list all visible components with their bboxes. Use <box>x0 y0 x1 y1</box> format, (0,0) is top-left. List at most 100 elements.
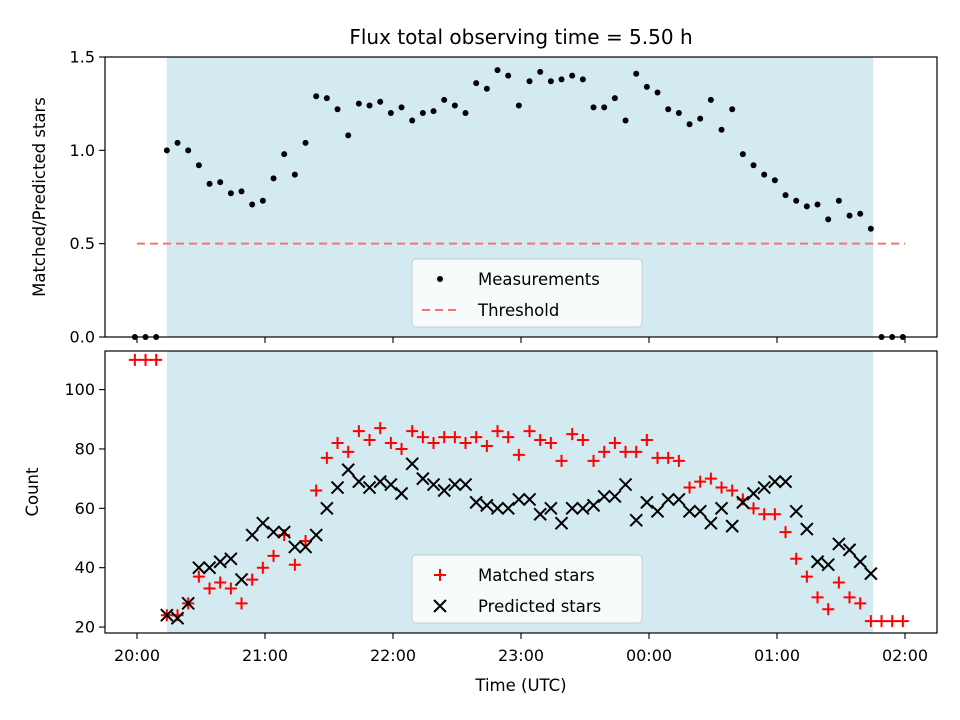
bottom-y-axis-label: Count <box>23 467 42 517</box>
predicted-star-point <box>352 474 366 489</box>
predicted-star-point <box>800 522 814 536</box>
matched-star-point <box>886 615 899 628</box>
predicted-star-point <box>810 555 825 569</box>
matched-star-point <box>128 353 141 366</box>
predicted-star-point <box>778 474 793 489</box>
predicted-star-point <box>853 555 867 569</box>
matched-star-point <box>672 454 685 467</box>
predicted-star-point <box>384 477 398 492</box>
predicted-star-point <box>746 486 761 501</box>
predicted-star-point <box>522 492 537 507</box>
matched-star-point <box>310 484 323 497</box>
predicted-star-point <box>682 504 697 519</box>
matched-star-point <box>342 445 355 458</box>
matched-star-point <box>395 442 408 455</box>
predicted-star-point <box>266 525 281 539</box>
predicted-star-point <box>448 477 462 492</box>
predicted-star-point <box>640 495 654 510</box>
predicted-star-point <box>608 489 622 504</box>
matched-star-point <box>480 439 493 452</box>
predicted-star-point <box>320 501 334 516</box>
matched-star-point <box>331 437 344 450</box>
measurement-point <box>622 117 629 124</box>
predicted-star-point <box>533 507 547 521</box>
measurement-point <box>601 104 608 111</box>
matched-star-point <box>139 353 152 366</box>
matched-star-point <box>576 434 589 447</box>
predicted-star-point <box>373 474 387 489</box>
predicted-star-point <box>394 486 409 501</box>
predicted-star-point <box>202 560 217 575</box>
matched-star-point <box>523 425 536 438</box>
predicted-star-point <box>565 501 579 516</box>
matched-star-point <box>288 558 301 571</box>
predicted-star-point <box>426 477 441 492</box>
matched-star-point <box>726 484 739 497</box>
top-y-ticks: 0.0 0.5 1.0 1.5 <box>70 48 105 347</box>
matched-star-point <box>203 582 216 595</box>
x-tick-label: 02:00 <box>882 646 928 665</box>
measurement-point <box>835 197 842 204</box>
matched-star-point <box>843 591 856 604</box>
measurement-point <box>174 139 181 146</box>
predicted-star-point <box>618 477 633 492</box>
matched-star-point <box>747 502 760 515</box>
predicted-star-point <box>650 504 665 519</box>
y-tick-label: 1.5 <box>70 48 95 67</box>
predicted-star-point <box>245 528 259 542</box>
measurement-point <box>750 162 757 169</box>
measurement-point <box>857 210 864 217</box>
measurement-point <box>291 171 298 178</box>
measurement-point <box>366 102 373 109</box>
measurement-point <box>451 102 458 109</box>
measurement-point <box>665 106 672 113</box>
predicted-star-point <box>757 480 771 495</box>
matched-star-point <box>651 451 664 464</box>
predicted-star-point <box>629 513 643 527</box>
measurement-point <box>686 121 693 128</box>
predicted-star-point <box>864 566 878 581</box>
measurement-point <box>313 93 320 100</box>
matched-star-point <box>459 437 472 450</box>
predicted-star-point <box>597 489 611 504</box>
measurement-point <box>249 201 256 208</box>
x-tick-label: 20:00 <box>114 646 160 665</box>
bottom-legend: Matched stars Predicted stars <box>411 554 643 624</box>
measurement-point <box>707 96 714 103</box>
predicted-star-point <box>416 471 430 486</box>
predicted-star-point <box>192 560 206 575</box>
predicted-star-point <box>437 483 451 498</box>
measurement-point <box>505 72 512 79</box>
legend-box <box>411 554 643 624</box>
matched-star-point <box>491 425 504 438</box>
matched-star-point <box>267 549 280 562</box>
matched-star-point <box>448 431 461 444</box>
measurement-point <box>558 76 565 83</box>
predicted-star-point <box>213 555 227 569</box>
matched-star-point <box>502 431 515 444</box>
matched-star-point <box>683 481 696 494</box>
measurement-point <box>814 201 821 208</box>
predicted-star-point <box>661 492 675 507</box>
measurement-point <box>579 76 586 83</box>
matched-star-point <box>534 434 547 447</box>
predicted-star-point <box>256 516 270 530</box>
predicted-star-point <box>160 608 174 622</box>
predicted-star-point <box>480 498 494 513</box>
measurement-point <box>803 203 810 210</box>
measurement-point <box>654 89 661 96</box>
y-tick-label: 0.0 <box>70 328 95 347</box>
matched-star-point <box>352 425 365 438</box>
matched-star-point <box>662 451 675 464</box>
measurement-point <box>355 100 362 107</box>
top-legend: Measurements Threshold <box>411 258 643 328</box>
predicted-star-point <box>277 525 291 539</box>
matched-star-point <box>384 437 397 450</box>
legend-label: Measurements <box>478 270 600 289</box>
matched-star-point <box>438 431 451 444</box>
predicted-star-point <box>170 611 185 625</box>
matched-star-point <box>758 508 771 521</box>
measurement-point <box>675 110 682 116</box>
matched-star-point <box>363 434 376 447</box>
matched-star-point <box>246 573 259 586</box>
